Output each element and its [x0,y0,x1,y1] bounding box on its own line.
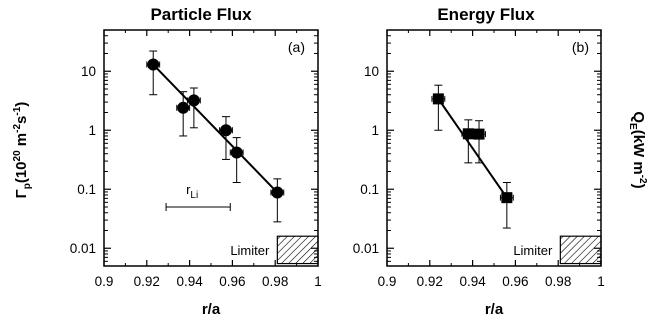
x-tick-label: 0.92 [417,274,443,289]
panel-label: (b) [572,39,589,55]
x-tick-label: 0.96 [502,274,528,289]
x-tick-label: 0.96 [219,274,245,289]
point-marker [187,94,200,107]
y-axis-units-close: ) [630,184,647,189]
rli-subscript: Li [190,190,198,201]
x-tick-label: 1 [597,274,605,289]
data-point [461,119,476,164]
rli-label: rLi [186,182,198,201]
y-axis-units-exp: 20 [12,150,23,162]
rli-symbol: r [186,182,191,197]
x-tick-label: 0.98 [262,274,288,289]
y-tick-label: 0.01 [70,241,96,256]
point-marker [271,186,284,199]
limiter-region [276,235,319,265]
y-tick-label: 0.01 [353,241,379,256]
y-axis-units: (10 [13,161,30,183]
svg-text:Γp(1020 m-2s-1): Γp(1020 m-2s-1) [12,102,33,199]
data-point [219,116,233,160]
x-tick-label: 0.92 [134,274,160,289]
limiter-label: Limiter [230,243,270,258]
point-marker [501,192,513,204]
y-tick-label: 1 [371,123,379,138]
y-axis-units-exp3: -1 [12,106,23,115]
x-tick-label: 1 [314,274,322,289]
x-tick-label: 0.9 [378,274,397,289]
point-marker [473,128,485,140]
fit-line [437,98,508,199]
limiter-region [559,235,602,265]
data-point [431,84,446,131]
panel-particle-flux: Particle Flux (a) r/a Γp(1020 m-2s-1) 0.… [12,5,322,318]
y-axis-label: Γp(1020 m-2s-1) [12,102,33,199]
y-axis-units-exp2: -2 [12,124,23,133]
data-point [229,137,244,184]
data-point [146,50,161,96]
data-point [176,91,191,137]
y-tick-label: 10 [81,64,96,79]
data-point [499,182,514,229]
plot-frame [386,29,602,267]
y-axis-symbol: Q [630,111,647,123]
y-tick-label: 0.1 [360,182,379,197]
y-axis-units-end: s [13,116,30,124]
y-axis-symbol: Γ [13,189,30,198]
y-tick-label: 10 [364,64,379,79]
point-marker [230,146,243,159]
x-tick-label: 0.94 [459,274,486,289]
limiter-label: Limiter [513,243,553,258]
chart-title: Energy Flux [437,5,535,24]
panel-label: (a) [288,39,305,55]
y-tick-label: 1 [88,123,96,138]
plot-area-b: 0.9 0.92 0.94 0.96 0.98 1 0.01 0.1 1 10 Limiter [353,29,605,289]
fit-line [152,63,279,194]
plot-frame [103,29,319,267]
point-marker [462,128,474,140]
y-axis-units-close: ) [13,102,30,107]
point-marker [177,101,190,114]
point-marker [147,58,160,71]
data-point [472,120,486,164]
panel-energy-flux: Energy Flux (b) r/a QE(kW m-2) 0.9 0.92 0.… [353,5,648,318]
plot-area-a: 0.9 0.92 0.94 0.96 0.98 1 0.01 0.1 1 10 Limiter rLi [70,29,322,289]
x-tick-label: 0.98 [545,274,571,289]
y-tick-label: 0.1 [77,182,96,197]
point-marker [432,93,444,105]
chart-title: Particle Flux [150,5,252,24]
y-axis-units: (kW m [630,130,647,175]
y-axis-units-mid: m [13,133,30,151]
x-axis-label: r/a [202,301,221,318]
svg-text:QE(kW m-2): QE(kW m-2) [627,111,648,188]
y-axis-label: QE(kW m-2) [627,111,648,188]
data-point [270,178,285,223]
x-axis-label: r/a [485,301,504,318]
y-axis-symbol-subscript: p [22,183,33,189]
y-axis-symbol-subscript: E [627,123,638,130]
point-marker [219,124,232,137]
y-axis-units-exp: -2 [637,175,648,184]
x-tick-label: 0.9 [95,274,114,289]
data-point [186,87,201,129]
x-tick-label: 0.94 [176,274,203,289]
